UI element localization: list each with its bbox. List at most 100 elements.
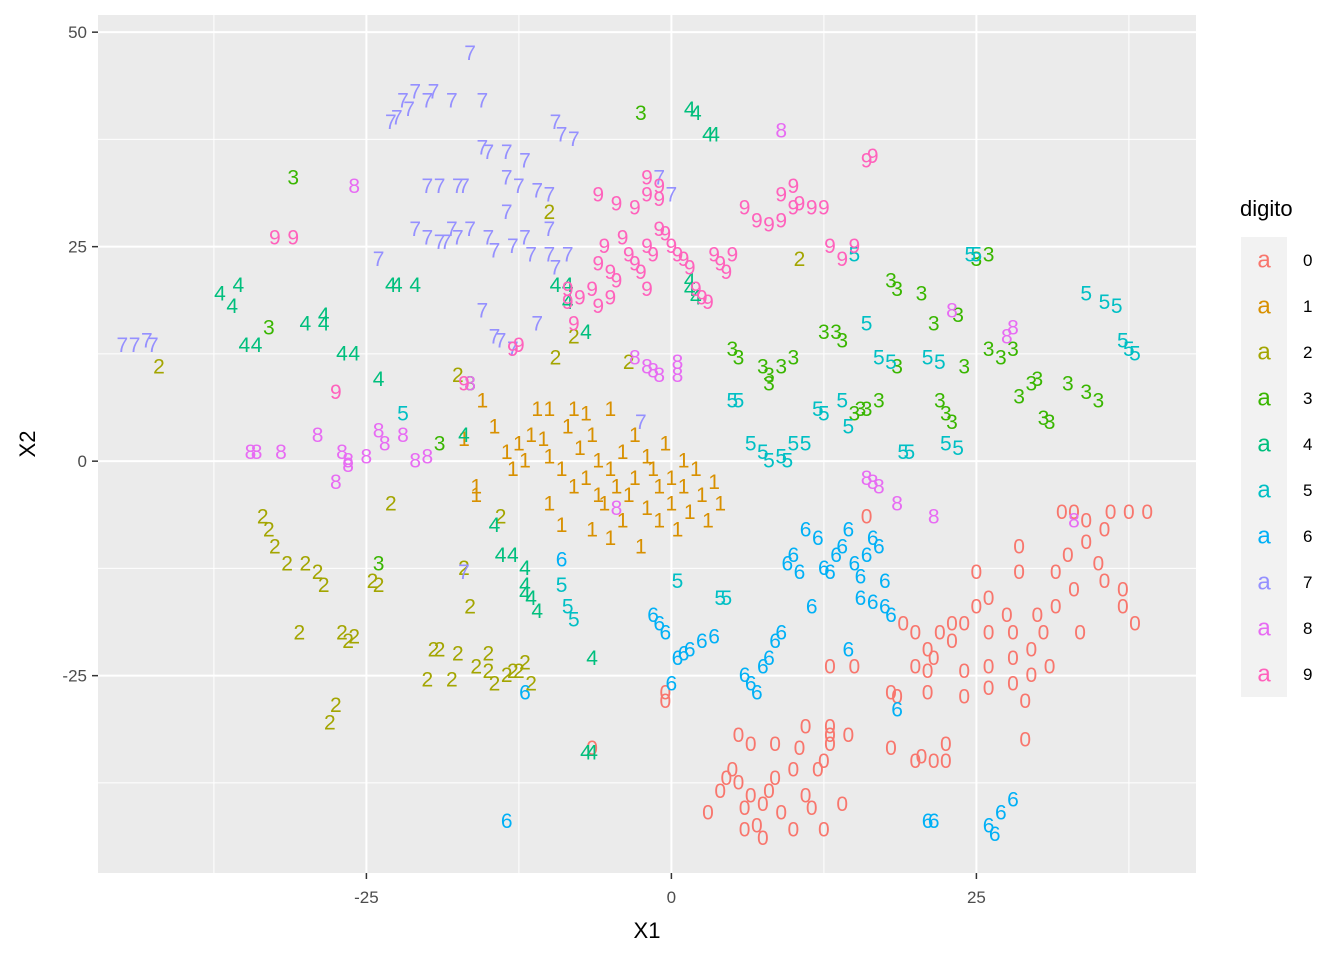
data-point: 2 bbox=[489, 673, 501, 696]
data-point: 5 bbox=[952, 437, 964, 460]
data-point: 3 bbox=[849, 402, 861, 425]
data-point: 2 bbox=[293, 621, 305, 644]
data-point: 2 bbox=[568, 325, 580, 348]
data-point: 0 bbox=[794, 737, 806, 760]
legend-key bbox=[1241, 513, 1287, 559]
data-point: 6 bbox=[672, 647, 684, 670]
data-point: 9 bbox=[562, 291, 574, 314]
legend-key bbox=[1241, 329, 1287, 375]
data-point: 0 bbox=[757, 793, 769, 816]
data-point: 7 bbox=[483, 227, 495, 250]
data-point: 6 bbox=[659, 621, 671, 644]
data-point: 6 bbox=[891, 698, 903, 721]
data-point: 0 bbox=[836, 793, 848, 816]
legend-key-glyph: a bbox=[1257, 385, 1271, 412]
data-point: 2 bbox=[336, 621, 348, 644]
data-point: 6 bbox=[763, 647, 775, 670]
data-point: 0 bbox=[824, 724, 836, 747]
data-point: 3 bbox=[1062, 372, 1074, 395]
data-point: 2 bbox=[281, 553, 293, 576]
data-point: 2 bbox=[257, 505, 269, 528]
data-point: 9 bbox=[702, 291, 714, 314]
data-point: 6 bbox=[824, 561, 836, 584]
data-point: 3 bbox=[958, 355, 970, 378]
data-point: 6 bbox=[501, 810, 513, 833]
data-point: 9 bbox=[678, 248, 690, 271]
data-point: 9 bbox=[806, 197, 818, 220]
data-point: 1 bbox=[531, 398, 543, 421]
data-point: 6 bbox=[842, 518, 854, 541]
data-point: 6 bbox=[855, 565, 867, 588]
legend-key bbox=[1241, 283, 1287, 329]
data-point: 0 bbox=[727, 759, 739, 782]
data-point: 9 bbox=[666, 235, 678, 258]
data-point: 8 bbox=[861, 467, 873, 490]
data-point: 4 bbox=[586, 647, 598, 670]
data-point: 4 bbox=[373, 368, 385, 391]
data-point: 9 bbox=[458, 372, 470, 395]
data-point: 9 bbox=[788, 197, 800, 220]
data-point: 7 bbox=[544, 184, 556, 207]
data-point: 4 bbox=[391, 274, 403, 297]
data-point: 8 bbox=[373, 420, 385, 443]
data-point: 8 bbox=[1001, 325, 1013, 348]
data-point: 2 bbox=[324, 711, 336, 734]
data-point: 4 bbox=[232, 274, 244, 297]
data-point: 1 bbox=[580, 467, 592, 490]
data-point: 7 bbox=[513, 175, 525, 198]
data-point: 6 bbox=[800, 518, 812, 541]
data-point: 5 bbox=[903, 441, 915, 464]
legend-label: 6 bbox=[1303, 527, 1312, 546]
data-point: 4 bbox=[580, 321, 592, 344]
data-point: 1 bbox=[537, 428, 549, 451]
data-point: 7 bbox=[495, 330, 507, 353]
x-axis: -25 0 25 bbox=[354, 873, 986, 907]
data-point: 1 bbox=[714, 493, 726, 516]
data-point: 7 bbox=[458, 175, 470, 198]
data-point: 0 bbox=[763, 780, 775, 803]
data-point: 9 bbox=[861, 149, 873, 172]
data-point: 2 bbox=[263, 518, 275, 541]
data-point: 6 bbox=[885, 604, 897, 627]
legend-key-glyph: a bbox=[1257, 615, 1271, 642]
data-point: 5 bbox=[1123, 338, 1135, 361]
data-point: 3 bbox=[1013, 385, 1025, 408]
data-point: 1 bbox=[592, 450, 604, 473]
data-point: 2 bbox=[312, 561, 324, 584]
data-point: 0 bbox=[659, 690, 671, 713]
data-point: 7 bbox=[525, 244, 537, 267]
data-point: 7 bbox=[489, 239, 501, 262]
data-point: 7 bbox=[464, 42, 476, 65]
data-point: 3 bbox=[763, 372, 775, 395]
data-point: 0 bbox=[824, 656, 836, 679]
data-point: 6 bbox=[708, 626, 720, 649]
data-point: 5 bbox=[934, 351, 946, 374]
data-point: 5 bbox=[818, 402, 830, 425]
data-point: 4 bbox=[495, 544, 507, 567]
data-point: 9 bbox=[641, 184, 653, 207]
data-point: 0 bbox=[1032, 604, 1044, 627]
data-point: 2 bbox=[385, 493, 397, 516]
data-point: 4 bbox=[489, 514, 501, 537]
data-point: 9 bbox=[562, 278, 574, 301]
data-point: 7 bbox=[562, 244, 574, 267]
data-point: 0 bbox=[1141, 501, 1153, 524]
data-point: 2 bbox=[458, 557, 470, 580]
data-point: 4 bbox=[519, 583, 531, 606]
data-point: 0 bbox=[1025, 664, 1037, 687]
data-point: 0 bbox=[824, 716, 836, 739]
data-point: 0 bbox=[733, 771, 745, 794]
data-point: 4 bbox=[708, 124, 720, 147]
data-point: 8 bbox=[647, 360, 659, 383]
data-point: 0 bbox=[1019, 690, 1031, 713]
data-point: 0 bbox=[946, 630, 958, 653]
data-point: 9 bbox=[629, 197, 641, 220]
data-point: 1 bbox=[592, 484, 604, 507]
data-point: 2 bbox=[483, 660, 495, 683]
data-point: 0 bbox=[769, 733, 781, 756]
data-point: 3 bbox=[983, 338, 995, 361]
data-point: 3 bbox=[1025, 372, 1037, 395]
data-point: 6 bbox=[745, 673, 757, 696]
y-tick-label: 50 bbox=[68, 23, 87, 42]
data-point: 2 bbox=[495, 505, 507, 528]
